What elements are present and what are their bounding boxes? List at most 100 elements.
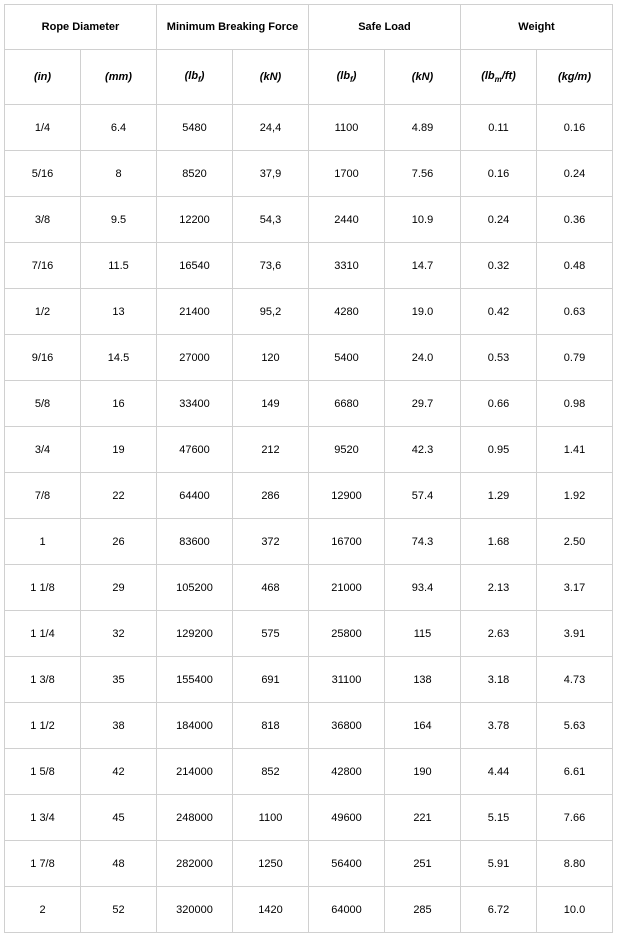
table-cell: 2.13	[461, 565, 537, 611]
table-row: 1 1/238184000818368001643.785.63	[5, 703, 613, 749]
table-cell: 0.16	[537, 105, 613, 151]
table-cell: 0.11	[461, 105, 537, 151]
table-cell: 7/8	[5, 473, 81, 519]
table-cell: 1/4	[5, 105, 81, 151]
table-cell: 105200	[157, 565, 233, 611]
table-cell: 0.95	[461, 427, 537, 473]
table-cell: 286	[233, 473, 309, 519]
table-cell: 4.44	[461, 749, 537, 795]
table-cell: 1	[5, 519, 81, 565]
table-cell: 6680	[309, 381, 385, 427]
table-cell: 1420	[233, 887, 309, 933]
table-cell: 45	[81, 795, 157, 841]
table-cell: 691	[233, 657, 309, 703]
table-row: 5/81633400149668029.70.660.98	[5, 381, 613, 427]
table-cell: 1 1/2	[5, 703, 81, 749]
table-cell: 21400	[157, 289, 233, 335]
table-cell: 8520	[157, 151, 233, 197]
table-cell: 3.17	[537, 565, 613, 611]
header-sub-cell: (lbm/ft)	[461, 50, 537, 105]
table-cell: 3310	[309, 243, 385, 289]
table-cell: 29.7	[385, 381, 461, 427]
table-header: Rope DiameterMinimum Breaking ForceSafe …	[5, 5, 613, 105]
table-cell: 24.0	[385, 335, 461, 381]
table-cell: 248000	[157, 795, 233, 841]
table-cell: 13	[81, 289, 157, 335]
table-cell: 1 3/8	[5, 657, 81, 703]
table-cell: 22	[81, 473, 157, 519]
table-cell: 1 5/8	[5, 749, 81, 795]
table-cell: 6.61	[537, 749, 613, 795]
table-row: 3/89.51220054,3244010.90.240.36	[5, 197, 613, 243]
table-cell: 2	[5, 887, 81, 933]
table-cell: 282000	[157, 841, 233, 887]
table-cell: 42800	[309, 749, 385, 795]
table-cell: 24,4	[233, 105, 309, 151]
table-row: 1/46.4548024,411004.890.110.16	[5, 105, 613, 151]
table-cell: 0.48	[537, 243, 613, 289]
table-cell: 3/4	[5, 427, 81, 473]
table-cell: 9/16	[5, 335, 81, 381]
table-row: 7/1611.51654073,6331014.70.320.48	[5, 243, 613, 289]
table-cell: 0.32	[461, 243, 537, 289]
table-cell: 31100	[309, 657, 385, 703]
table-cell: 6.4	[81, 105, 157, 151]
table-cell: 3/8	[5, 197, 81, 243]
table-cell: 5/16	[5, 151, 81, 197]
table-row: 5/168852037,917007.560.160.24	[5, 151, 613, 197]
table-cell: 1.29	[461, 473, 537, 519]
table-cell: 48	[81, 841, 157, 887]
table-cell: 37,9	[233, 151, 309, 197]
table-cell: 1100	[233, 795, 309, 841]
header-sub-cell: (mm)	[81, 50, 157, 105]
table-cell: 5.15	[461, 795, 537, 841]
table-cell: 9520	[309, 427, 385, 473]
table-cell: 57.4	[385, 473, 461, 519]
table-cell: 0.53	[461, 335, 537, 381]
table-cell: 64400	[157, 473, 233, 519]
table-cell: 1.92	[537, 473, 613, 519]
table-cell: 5400	[309, 335, 385, 381]
table-row: 2523200001420640002856.7210.0	[5, 887, 613, 933]
table-row: 1 5/842214000852428001904.446.61	[5, 749, 613, 795]
table-cell: 7.66	[537, 795, 613, 841]
table-cell: 852	[233, 749, 309, 795]
table-cell: 1.41	[537, 427, 613, 473]
table-row: 3/41947600212952042.30.951.41	[5, 427, 613, 473]
table-cell: 12900	[309, 473, 385, 519]
table-cell: 2.63	[461, 611, 537, 657]
header-group-row: Rope DiameterMinimum Breaking ForceSafe …	[5, 5, 613, 50]
table-cell: 155400	[157, 657, 233, 703]
table-cell: 214000	[157, 749, 233, 795]
header-group-cell: Minimum Breaking Force	[157, 5, 309, 50]
table-cell: 12200	[157, 197, 233, 243]
table-cell: 4.73	[537, 657, 613, 703]
header-sub-cell: (kN)	[385, 50, 461, 105]
table-row: 1 3/835155400691311001383.184.73	[5, 657, 613, 703]
table-cell: 0.24	[461, 197, 537, 243]
table-cell: 36800	[309, 703, 385, 749]
table-cell: 1700	[309, 151, 385, 197]
header-group-cell: Weight	[461, 5, 613, 50]
table-cell: 27000	[157, 335, 233, 381]
table-row: 126836003721670074.31.682.50	[5, 519, 613, 565]
table-row: 1 1/8291052004682100093.42.133.17	[5, 565, 613, 611]
table-cell: 29	[81, 565, 157, 611]
header-group-cell: Safe Load	[309, 5, 461, 50]
table-cell: 2440	[309, 197, 385, 243]
table-cell: 1 3/4	[5, 795, 81, 841]
table-cell: 0.63	[537, 289, 613, 335]
table-cell: 0.79	[537, 335, 613, 381]
table-cell: 7.56	[385, 151, 461, 197]
table-body: 1/46.4548024,411004.890.110.165/16885203…	[5, 105, 613, 933]
table-cell: 93.4	[385, 565, 461, 611]
table-cell: 285	[385, 887, 461, 933]
table-cell: 16	[81, 381, 157, 427]
table-cell: 10.9	[385, 197, 461, 243]
table-cell: 16540	[157, 243, 233, 289]
table-cell: 0.24	[537, 151, 613, 197]
table-cell: 115	[385, 611, 461, 657]
table-cell: 251	[385, 841, 461, 887]
table-cell: 0.66	[461, 381, 537, 427]
table-cell: 19	[81, 427, 157, 473]
